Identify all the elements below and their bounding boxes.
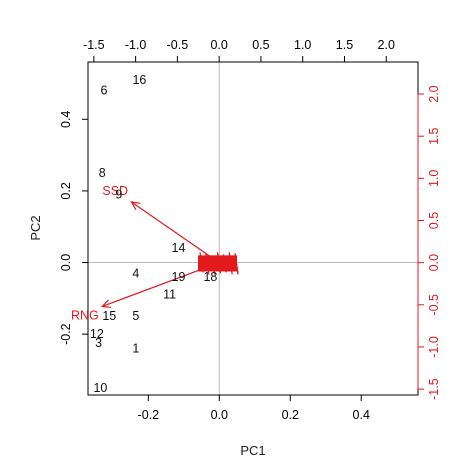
- right-tick-label: 0.5: [427, 212, 441, 229]
- loading-cluster-arrow: [199, 256, 204, 273]
- loading-arrow-ssd: [131, 201, 220, 264]
- loading-cluster-arrow: [222, 254, 227, 273]
- y-tick-label: -0.2: [59, 323, 73, 345]
- top-axis: -1.5 -1.0 -0.5 0.0 0.5 1.0 1.5 2.0: [83, 38, 395, 63]
- loading-label-rng: RNG: [71, 308, 99, 322]
- right-tick-label: 0.0: [427, 254, 441, 271]
- right-axis: -1.5 -1.0 -0.5 0.0 0.5 1.0 1.5 2.0: [417, 85, 441, 400]
- observation-label: 4: [132, 266, 139, 280]
- right-tick-label: -1.0: [427, 336, 441, 358]
- top-tick-label: 2.0: [378, 38, 395, 52]
- observation-label: 6: [100, 84, 107, 98]
- right-tick-label: 2.0: [427, 85, 441, 102]
- x-tick-label: 0.0: [211, 408, 228, 422]
- observation-label: 12: [90, 327, 104, 341]
- observation-label: 14: [172, 241, 186, 255]
- y-tick-label: 0.4: [59, 111, 73, 128]
- observation-label: 16: [132, 73, 146, 87]
- top-tick-label: -1.5: [83, 38, 105, 52]
- loading-label-ssd: SSD: [102, 184, 128, 198]
- top-tick-label: 1.5: [336, 38, 353, 52]
- y-tick-label: 0.0: [59, 254, 73, 271]
- observations: 16 6 89 14 4 19 18 11 15 5 123 1 10: [90, 73, 218, 395]
- top-tick-label: -1.0: [125, 38, 147, 52]
- y-tick-label: 0.2: [59, 182, 73, 199]
- loading-cluster-arrow: [228, 256, 233, 272]
- right-tick-label: 1.0: [427, 170, 441, 187]
- right-tick-label: -1.5: [427, 378, 441, 400]
- observation-label: 1: [132, 341, 139, 355]
- bottom-axis: -0.2 0.0 0.2 0.4: [138, 394, 370, 422]
- observation-label: 5: [132, 309, 139, 323]
- observation-label: 10: [93, 381, 107, 395]
- top-tick-label: 1.0: [294, 38, 311, 52]
- top-tick-label: 0.0: [210, 38, 227, 52]
- top-tick-label: -0.5: [167, 38, 189, 52]
- loading-arrow-rng: [101, 262, 220, 308]
- observation-label: 11: [163, 288, 176, 302]
- x-tick-label: 0.2: [282, 408, 299, 422]
- right-tick-label: -0.5: [427, 294, 441, 316]
- observation-label: 15: [102, 309, 116, 323]
- x-axis-title: PC1: [240, 443, 265, 458]
- loadings: SSD RNG: [71, 184, 239, 322]
- observation-label: 9: [115, 187, 122, 201]
- loading-cluster-arrow: [205, 253, 210, 272]
- right-tick-label: 1.5: [427, 127, 441, 144]
- x-tick-label: 0.4: [353, 408, 370, 422]
- observation-label: 8: [99, 166, 106, 180]
- top-tick-label: 0.5: [252, 38, 269, 52]
- loading-arrowhead-rng: [100, 299, 112, 308]
- loading-cluster-arrow: [234, 253, 239, 275]
- reference-lines: [88, 62, 418, 395]
- observation-label: 19: [172, 270, 186, 284]
- x-tick-label: -0.2: [138, 408, 160, 422]
- observation-label: 18: [203, 270, 217, 284]
- left-axis: -0.2 0.0 0.2 0.4: [59, 111, 89, 345]
- loading-arrowhead-ssd: [130, 201, 141, 211]
- observation-label: 3: [95, 336, 102, 350]
- y-axis-title: PC2: [28, 215, 43, 240]
